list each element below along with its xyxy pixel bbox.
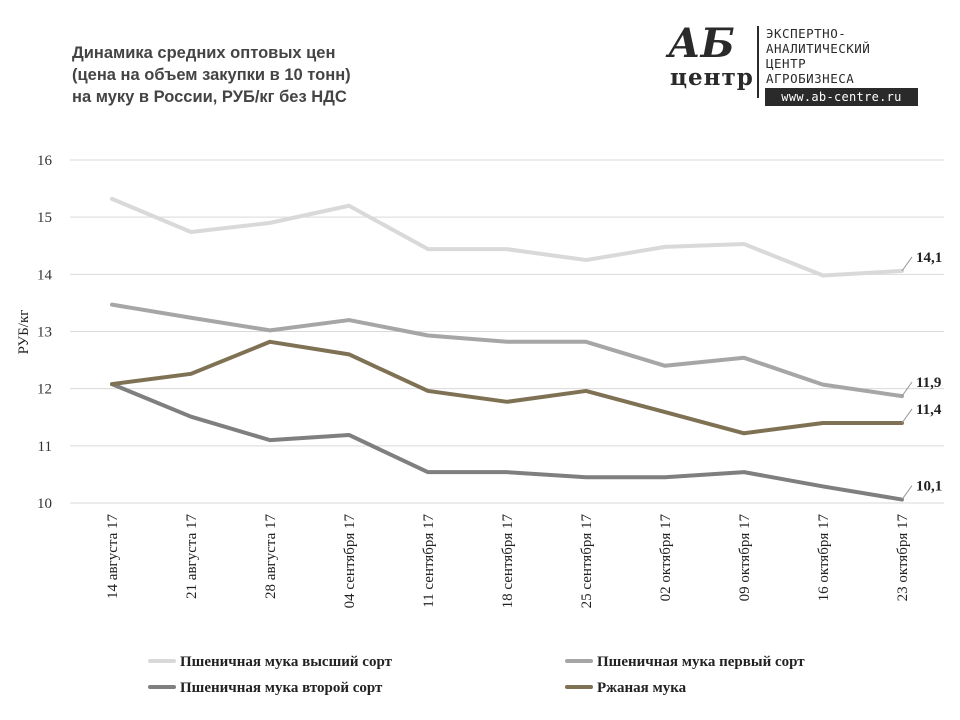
x-tick-label: 23 октября 17 <box>895 514 911 602</box>
x-axis-ticks: 14 августа 17 21 августа 17 28 августа 17 0… <box>105 514 911 609</box>
series-line <box>110 382 904 502</box>
x-tick-label: 14 августа 17 <box>105 514 121 599</box>
y-axis-ticks: 10 11 12 13 14 15 16 <box>37 153 53 512</box>
leader-line <box>901 485 913 500</box>
leader-line <box>901 256 913 272</box>
y-tick-label: 13 <box>37 325 52 341</box>
end-labels: 14,1 11,9 10,1 11,4 <box>901 250 942 500</box>
y-tick-label: 11 <box>38 439 52 455</box>
logo-line-3: ЦЕНТР <box>766 56 807 71</box>
legend-label: Пшеничная мука первый сорт <box>597 654 805 670</box>
title-line-2: (цена на объем закупки в 10 тонн) <box>72 66 351 84</box>
logo-line-4: АГРОБИЗНЕСА <box>766 71 855 86</box>
y-tick-label: 12 <box>37 382 52 398</box>
logo-line-2: АНАЛИТИЧЕСКИЙ <box>766 41 871 56</box>
x-tick-label: 11 сентября 17 <box>421 514 437 608</box>
logo-line-1: ЭКСПЕРТНО- <box>766 26 847 41</box>
title-line-3: на муку в России, РУБ/кг без НДС <box>72 88 347 106</box>
x-tick-label: 25 сентября 17 <box>579 514 595 609</box>
ab-centre-logo: АБ центр ЭКСПЕРТНО- АНАЛИТИЧЕСКИЙ ЦЕНТР … <box>668 24 928 114</box>
x-tick-label: 02 октября 17 <box>658 514 674 602</box>
data-label: 11,4 <box>916 402 942 418</box>
logo-url: www.ab-centre.ru <box>765 88 918 106</box>
series-line <box>110 302 904 399</box>
logo-caption: ЭКСПЕРТНО- АНАЛИТИЧЕСКИЙ ЦЕНТР АГРОБИЗНЕ… <box>766 26 870 86</box>
y-tick-label: 16 <box>37 153 53 169</box>
data-label: 10,1 <box>916 479 942 495</box>
legend-label: Пшеничная мука высший сорт <box>180 654 393 670</box>
series-lines <box>110 196 904 502</box>
series-line <box>110 196 904 278</box>
y-tick-label: 15 <box>37 210 52 226</box>
x-tick-label: 28 августа 17 <box>263 514 279 599</box>
x-tick-label: 16 октября 17 <box>816 514 832 602</box>
x-tick-label: 04 сентября 17 <box>342 514 358 609</box>
data-label: 14,1 <box>916 250 942 266</box>
legend-label: Пшеничная мука второй сорт <box>180 680 383 696</box>
y-tick-label: 14 <box>37 267 53 283</box>
legend: Пшеничная мука высший сорт Пшеничная мука… <box>148 654 805 696</box>
data-label: 11,9 <box>916 375 941 391</box>
legend-label: Ржаная мука <box>597 680 687 696</box>
logo-word: центр <box>670 64 754 91</box>
leader-line <box>901 381 913 397</box>
y-tick-label: 10 <box>37 496 52 512</box>
y-axis-label: РУБ/кг <box>16 310 32 355</box>
series-line <box>110 339 904 436</box>
x-tick-label: 18 сентября 17 <box>500 514 516 609</box>
x-tick-label: 09 октября 17 <box>737 514 753 602</box>
title-line-1: Динамика средних оптовых цен <box>72 44 336 62</box>
logo-divider <box>757 26 759 98</box>
x-tick-label: 21 августа 17 <box>184 514 200 599</box>
logo-letters: АБ <box>668 20 735 67</box>
chart-title: Динамика средних оптовых цен (цена на об… <box>72 42 492 108</box>
gridlines <box>70 159 944 504</box>
leader-line <box>901 408 913 424</box>
